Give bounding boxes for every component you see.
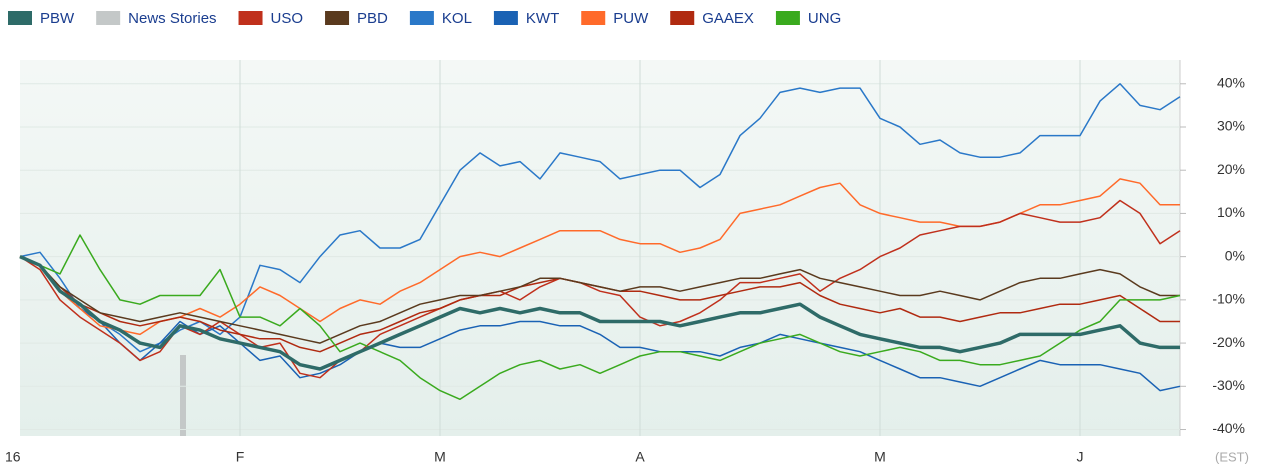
legend-label: KWT	[526, 10, 559, 27]
legend-swatch	[670, 11, 695, 25]
legend-swatch	[96, 11, 121, 25]
series-line	[19, 234, 1181, 401]
legend-label: GAAEX	[702, 10, 754, 27]
y-tick-label: 40%	[1217, 74, 1245, 90]
y-tick-label: 0%	[1225, 247, 1245, 263]
legend-label: PUW	[613, 10, 649, 27]
x-tick-label: F	[236, 449, 245, 465]
series-line	[19, 199, 1181, 379]
y-tick-label: 20%	[1217, 161, 1245, 177]
x-tick-label: J	[1077, 449, 1084, 465]
y-tick-label: -10%	[1212, 291, 1245, 307]
legend-swatch	[493, 11, 518, 25]
legend-label: PBD	[357, 10, 388, 27]
x-tick-label: 16	[5, 449, 21, 465]
series-line	[19, 255, 1180, 344]
y-tick-label: 10%	[1217, 204, 1245, 220]
y-tick-label: -40%	[1212, 420, 1245, 436]
x-tick-label: M	[874, 449, 886, 465]
legend-swatch	[8, 11, 32, 25]
x-tick-label: A	[635, 449, 645, 465]
x-tick-label: M	[434, 449, 446, 465]
y-tick-label: -20%	[1212, 334, 1245, 350]
news-marker	[180, 355, 186, 436]
plot-area	[20, 60, 1180, 436]
legend-swatch	[409, 11, 434, 25]
legend-label: USO	[271, 10, 304, 27]
y-tick-label: -30%	[1212, 377, 1245, 393]
legend-swatch	[238, 11, 263, 25]
legend-swatch	[325, 11, 350, 25]
y-tick-label: 30%	[1217, 118, 1245, 134]
legend-swatch	[775, 11, 800, 25]
legend-label: KOL	[442, 10, 472, 27]
x-note: (EST)	[1215, 449, 1249, 464]
series-line	[19, 83, 1181, 353]
legend-label: UNG	[808, 10, 841, 27]
legend-label: PBW	[40, 10, 75, 27]
legend-swatch	[581, 11, 606, 25]
series-line	[19, 255, 1181, 392]
legend-label: News Stories	[128, 10, 216, 27]
series-line	[19, 254, 1180, 371]
